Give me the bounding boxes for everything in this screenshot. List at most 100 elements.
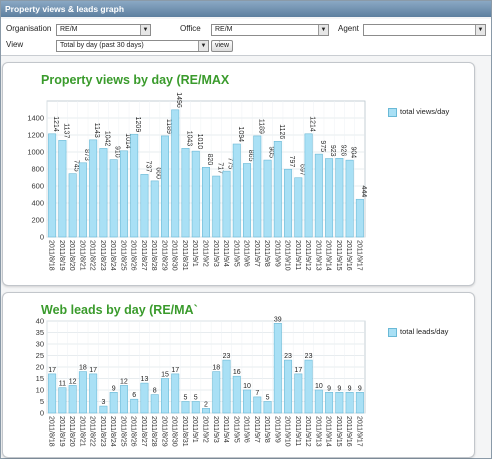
x-tick-label: 2011/8/26 bbox=[130, 416, 137, 447]
x-tick-label: 2011/8/23 bbox=[99, 240, 106, 271]
bar bbox=[191, 401, 200, 414]
bar bbox=[130, 398, 139, 414]
x-tick-label: 2011/9/5 bbox=[232, 416, 239, 443]
x-tick-label: 2011/9/15 bbox=[335, 416, 342, 447]
bar bbox=[58, 140, 67, 238]
x-tick-label: 2011/8/22 bbox=[89, 240, 96, 271]
data-label: 1126 bbox=[278, 124, 285, 139]
data-label: 12 bbox=[120, 378, 128, 385]
view-value: Total by day (past 30 days) bbox=[60, 42, 144, 49]
data-label: 444 bbox=[360, 186, 367, 198]
bar bbox=[304, 133, 313, 238]
x-tick-label: 2011/8/31 bbox=[181, 240, 188, 271]
data-label: 6 bbox=[132, 392, 136, 399]
data-label: 9 bbox=[348, 385, 352, 392]
x-tick-label: 2011/9/12 bbox=[304, 416, 311, 447]
filter-bar: Organisation RE/M ▼ Office RE/M ▼ Agent … bbox=[1, 19, 491, 56]
organisation-select[interactable]: RE/M ▼ bbox=[56, 24, 151, 36]
chevron-down-icon: ▼ bbox=[475, 25, 485, 35]
x-tick-label: 2011/9/8 bbox=[263, 416, 270, 443]
data-label: 1209 bbox=[134, 117, 141, 133]
data-label: 1094 bbox=[237, 126, 244, 142]
bar bbox=[294, 373, 303, 414]
data-label: 9 bbox=[358, 385, 362, 392]
data-label: 797 bbox=[288, 156, 295, 168]
agent-select[interactable]: ▼ bbox=[363, 24, 486, 36]
x-tick-label: 2011/8/29 bbox=[160, 240, 167, 271]
view-select[interactable]: Total by day (past 30 days) ▼ bbox=[56, 40, 209, 52]
data-label: 5 bbox=[194, 395, 198, 402]
x-tick-label: 2011/9/11 bbox=[294, 416, 301, 446]
bar bbox=[263, 159, 272, 238]
data-label: 23 bbox=[305, 353, 313, 360]
bar bbox=[181, 401, 190, 414]
data-label: 1014 bbox=[124, 133, 131, 149]
data-label: 660 bbox=[155, 167, 162, 179]
data-label: 1496 bbox=[175, 92, 182, 108]
y-tick-label: 0 bbox=[40, 233, 44, 242]
views-chart-panel: Property views by day (RE/MAX 0 200 400 600… bbox=[2, 62, 475, 286]
y-tick-label: 5 bbox=[40, 397, 44, 406]
organisation-value: RE/M bbox=[60, 26, 78, 33]
x-tick-label: 2011/8/28 bbox=[150, 416, 157, 447]
office-select[interactable]: RE/M ▼ bbox=[211, 24, 329, 36]
bar bbox=[273, 322, 282, 414]
bar bbox=[253, 135, 262, 238]
data-label: 717 bbox=[216, 162, 223, 174]
x-tick-label: 2011/9/9 bbox=[273, 416, 280, 443]
data-label: 1214 bbox=[309, 116, 316, 132]
view-button[interactable]: view bbox=[211, 40, 234, 52]
x-tick-label: 2011/8/21 bbox=[78, 240, 85, 271]
bar bbox=[119, 385, 128, 414]
bar bbox=[89, 373, 98, 414]
chevron-down-icon: ▼ bbox=[198, 41, 208, 51]
bar bbox=[68, 385, 77, 414]
x-tick-label: 2011/8/18 bbox=[48, 416, 55, 447]
bar bbox=[119, 150, 128, 238]
x-tick-label: 2011/9/1 bbox=[191, 240, 198, 267]
y-tick-label: 20 bbox=[36, 363, 44, 372]
data-label: 2 bbox=[204, 401, 208, 408]
x-tick-label: 2011/8/19 bbox=[58, 416, 65, 447]
bar bbox=[171, 109, 180, 238]
bar bbox=[68, 173, 77, 238]
x-tick-label: 2011/8/26 bbox=[130, 240, 137, 271]
x-tick-label: 2011/9/12 bbox=[304, 240, 311, 271]
leads-chart-panel: Web leads by day (RE/MA` 0 5 10 15 20 25 30 35 4… bbox=[2, 292, 475, 458]
bar bbox=[140, 174, 149, 238]
x-tick-label: 2011/9/1 bbox=[191, 416, 198, 443]
data-label: 820 bbox=[206, 154, 213, 166]
x-tick-label: 2011/9/8 bbox=[263, 240, 270, 267]
y-tick-label: 1200 bbox=[27, 131, 44, 140]
data-label: 12 bbox=[69, 378, 77, 385]
data-label: 1189 bbox=[165, 119, 172, 134]
y-tick-label: 400 bbox=[31, 199, 44, 208]
data-label: 1189 bbox=[257, 119, 264, 134]
x-tick-label: 2011/8/30 bbox=[171, 240, 178, 271]
x-tick-label: 2011/9/16 bbox=[345, 416, 352, 447]
bar bbox=[335, 392, 344, 414]
bar bbox=[304, 359, 313, 414]
data-label: 23 bbox=[284, 353, 292, 360]
bar bbox=[314, 153, 323, 238]
data-label: 39 bbox=[274, 316, 282, 323]
bar bbox=[140, 382, 149, 414]
x-tick-label: 2011/9/6 bbox=[243, 240, 250, 267]
views-chart-title: Property views by day (RE/MAX bbox=[41, 73, 230, 87]
views-legend-label: total views/day bbox=[400, 107, 450, 116]
x-tick-label: 2011/8/25 bbox=[119, 240, 126, 271]
data-label: 926 bbox=[339, 145, 346, 157]
bar bbox=[345, 392, 354, 414]
x-tick-label: 2011/9/17 bbox=[355, 416, 362, 447]
data-label: 17 bbox=[171, 367, 179, 374]
view-label: View bbox=[6, 40, 24, 49]
x-tick-label: 2011/8/18 bbox=[48, 240, 55, 271]
bar bbox=[150, 394, 159, 414]
x-tick-label: 2011/9/17 bbox=[355, 240, 362, 271]
data-label: 5 bbox=[184, 395, 188, 402]
x-tick-label: 2011/8/24 bbox=[109, 240, 116, 271]
y-tick-label: 15 bbox=[36, 374, 44, 383]
data-label: 1143 bbox=[93, 123, 100, 138]
data-label: 15 bbox=[161, 372, 169, 379]
bar bbox=[335, 157, 344, 238]
